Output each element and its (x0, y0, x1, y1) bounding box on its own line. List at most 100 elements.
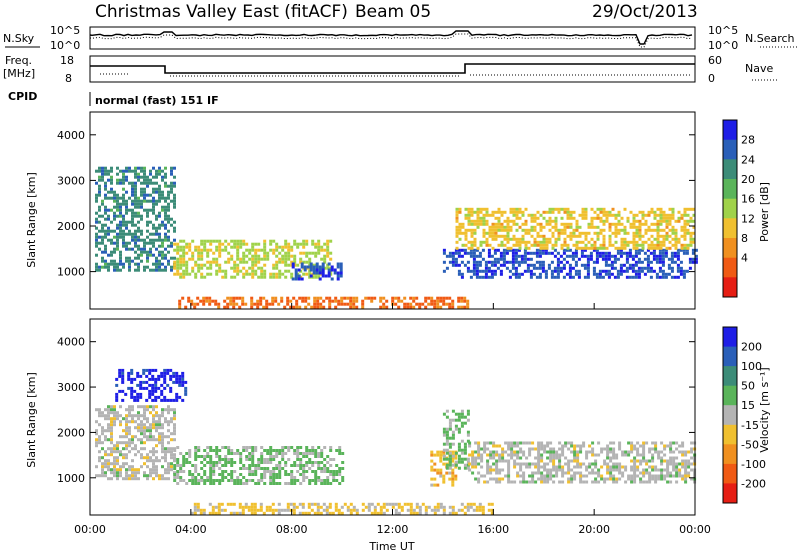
echo-cell (122, 417, 125, 421)
echo-cell (169, 398, 173, 402)
echo-cell (620, 216, 624, 220)
echo-cell (519, 465, 523, 469)
echo-cell (299, 461, 303, 464)
echo-cell (552, 468, 556, 472)
echo-cell (149, 411, 152, 415)
echo-cell (98, 268, 101, 272)
echo-cell (259, 299, 263, 303)
echo-cell (439, 296, 443, 300)
echo-cell (473, 240, 477, 244)
echo-cell (137, 178, 140, 182)
echo-cell (275, 263, 279, 267)
echo-cell (523, 260, 527, 264)
echo-cell (597, 471, 601, 475)
echo-cell (648, 477, 652, 481)
echo-cell (140, 250, 143, 254)
echo-cell (296, 242, 300, 246)
echo-cell (394, 508, 398, 512)
echo-cell (636, 450, 640, 454)
echo-cell (236, 254, 240, 258)
echo-cell (578, 213, 582, 217)
echo-cell (206, 239, 210, 243)
echo-cell (563, 207, 567, 211)
echo-cell (107, 426, 110, 430)
echo-cell (157, 386, 161, 390)
echo-cell (602, 234, 606, 238)
echo-cell (545, 246, 549, 250)
echo-cell (217, 302, 221, 306)
echo-cell (164, 172, 167, 176)
echo-cell (680, 228, 684, 232)
echo-cell (95, 432, 98, 436)
echo-cell (170, 268, 173, 272)
echo-cell (601, 257, 605, 261)
echo-cell (200, 266, 204, 270)
echo-cell (649, 269, 653, 273)
echo-cell (494, 216, 498, 220)
echo-cell (208, 299, 212, 303)
echo-cell (137, 247, 140, 251)
echo-cell (525, 456, 529, 460)
echo-cell (552, 462, 556, 466)
echo-cell (95, 408, 98, 412)
echo-cell (311, 479, 315, 482)
echo-cell (656, 243, 660, 247)
echo-cell (131, 199, 134, 203)
echo-cell (460, 421, 464, 425)
echo-cell (602, 210, 606, 214)
echo-cell (535, 251, 539, 255)
echo-cell (476, 213, 480, 217)
echo-cell (155, 268, 158, 272)
echo-cell (472, 502, 476, 506)
echo-cell (461, 225, 465, 229)
echo-cell (665, 225, 669, 229)
echo-cell (316, 505, 320, 509)
echo-cell (525, 480, 529, 484)
echo-cell (560, 207, 564, 211)
echo-cell (238, 511, 242, 515)
echo-cell (299, 242, 303, 246)
echo-cell (164, 268, 167, 272)
echo-cell (308, 482, 312, 485)
echo-cell (471, 459, 475, 463)
echo-cell (318, 265, 322, 269)
echo-cell (173, 226, 176, 230)
echo-cell (314, 461, 318, 464)
echo-cell (612, 441, 616, 445)
echo-cell (688, 257, 692, 261)
echo-cell (128, 474, 131, 478)
echo-cell (570, 480, 574, 484)
echo-cell (502, 251, 506, 255)
echo-cell (630, 447, 634, 451)
echo-cell (221, 248, 225, 252)
echo-cell (113, 262, 116, 266)
echo-cell (518, 243, 522, 247)
echo-cell (442, 302, 446, 306)
echo-cell (608, 225, 612, 229)
echo-cell (131, 208, 134, 212)
echo-cell (296, 479, 300, 482)
echo-cell (492, 468, 496, 472)
echo-cell (586, 254, 590, 258)
echo-cell (601, 251, 605, 255)
echo-cell (278, 473, 282, 476)
echo-cell (451, 463, 455, 467)
echo-cell (539, 234, 543, 238)
echo-cell (260, 473, 264, 476)
echo-cell (325, 296, 329, 300)
echo-cell (638, 234, 642, 238)
echo-cell (125, 259, 128, 263)
echo-cell (530, 225, 534, 229)
colorbar-swatch (723, 405, 737, 426)
echo-cell (149, 253, 152, 257)
x-tick-label: 16:00 (477, 523, 509, 536)
echo-cell (206, 479, 210, 482)
echo-cell (546, 444, 550, 448)
echo-cell (632, 231, 636, 235)
echo-cell (430, 453, 434, 457)
echo-cell (451, 474, 455, 478)
echo-cell (484, 266, 488, 270)
echo-cell (535, 248, 539, 252)
echo-cell (479, 216, 483, 220)
echo-cell (509, 219, 513, 223)
